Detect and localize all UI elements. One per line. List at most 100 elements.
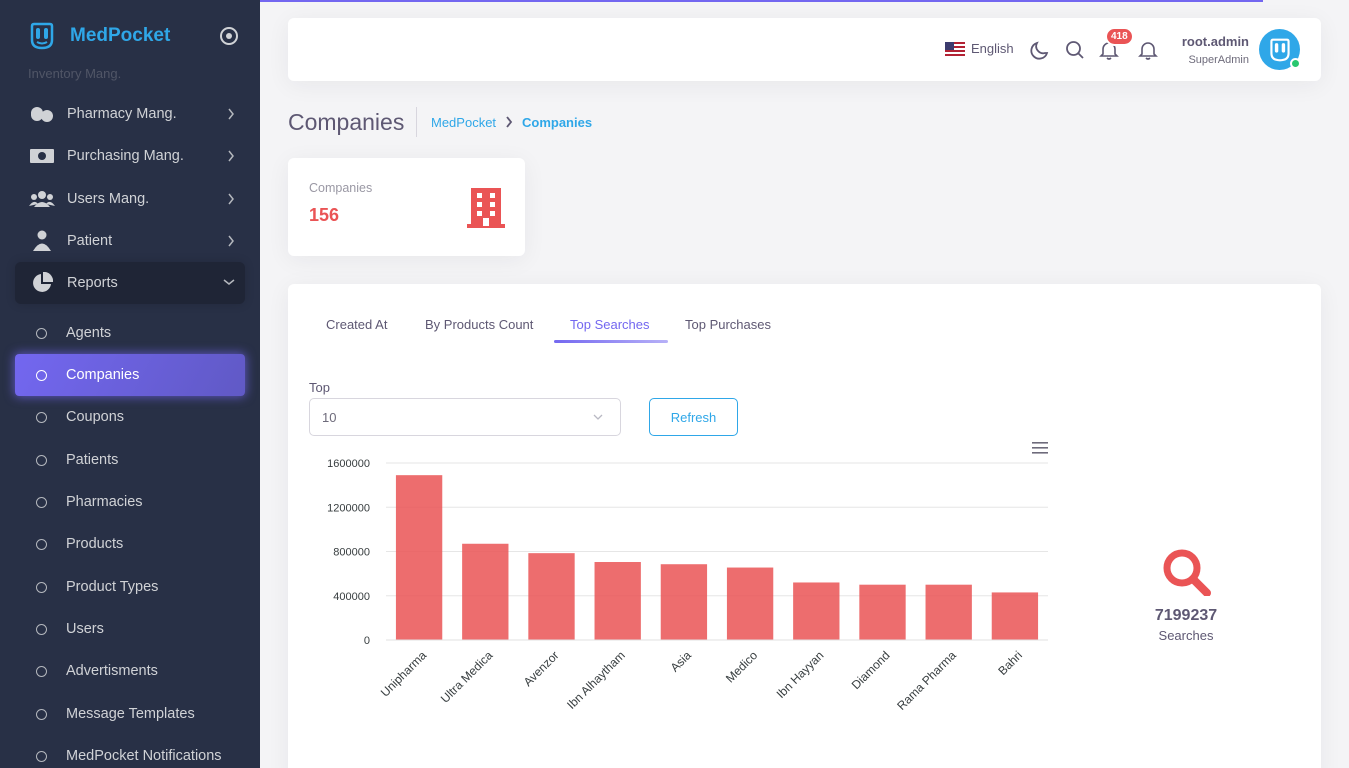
notification-badge: 418 [1105,27,1134,46]
active-tab-indicator [554,340,668,343]
bar [594,562,641,640]
y-tick-label: 400000 [333,591,370,603]
report-card: Created At By Products Count Top Searche… [288,284,1321,768]
companies-stat-card: Companies 156 [288,158,525,256]
avatar[interactable] [1259,29,1301,70]
page-title: Companies [288,109,405,135]
circle-icon [36,623,47,635]
sidebar-sub-product-types[interactable]: Product Types [15,566,245,608]
x-tick-label: Medico [723,648,760,685]
bar [462,543,509,640]
sidebar-sub-label: Pharmacies [66,494,143,510]
x-tick-label: Ultra Medica [438,648,496,706]
pills-icon [29,103,55,125]
bar [793,582,840,640]
pie-chart-icon [29,272,55,294]
chevron-right-icon [228,108,234,120]
brand[interactable]: MedPocket [28,22,170,50]
sidebar-item-label: Reports [67,275,118,291]
navbar: English 418 root.admin SuperAdmin [288,18,1321,81]
top-select[interactable]: 10 [309,398,621,436]
circle-icon [36,665,47,677]
top-searches-bar-chart: 0 400000 800000 1200000 1600000 Unipharma Ultr… [327,458,1048,713]
sidebar-sub-label: Companies [66,367,140,383]
sidebar-sub-coupons[interactable]: Coupons [15,396,245,438]
sidebar-sub-users[interactable]: Users [15,608,245,650]
user-role: SuperAdmin [1188,54,1249,66]
sidebar-sub-agents[interactable]: Agents [15,312,245,354]
patient-icon [29,230,55,252]
sidebar-sub-patients[interactable]: Patients [15,439,245,481]
search-icon[interactable] [1065,40,1085,60]
sidebar-item-reports[interactable]: Reports [15,262,245,304]
bar [859,584,906,640]
sidebar-toggle-icon[interactable] [219,26,239,46]
top-label: Top [309,380,330,395]
progress-line [260,0,1263,2]
sidebar-sub-products[interactable]: Products [15,523,245,565]
sidebar-sub-message-templates[interactable]: Message Templates [15,693,245,735]
sidebar-sub-label: Product Types [66,579,159,595]
language-switcher[interactable]: English [945,41,1014,56]
moon-icon[interactable] [1030,40,1050,60]
circle-icon [36,496,47,508]
sidebar-sub-advertisments[interactable]: Advertisments [15,650,245,692]
chevron-right-icon [506,116,513,128]
y-tick-label: 1600000 [327,458,370,470]
money-icon [29,145,55,167]
total-searches-label: Searches [1158,628,1214,643]
sidebar-item-patient[interactable]: Patient [15,220,245,262]
tab-by-products-count[interactable]: By Products Count [425,317,534,332]
x-tick-label: Bahri [995,648,1025,678]
bar [991,592,1039,640]
breadcrumb-home[interactable]: MedPocket [431,115,497,130]
total-searches-value: 7199237 [1154,607,1218,624]
sidebar-sub-companies[interactable]: Companies [15,354,245,396]
circle-icon [36,327,47,339]
medpocket-logo-icon [1269,38,1290,61]
chart-menu-icon[interactable] [1032,442,1048,454]
medpocket-logo-icon [30,22,54,50]
chevron-down-icon [593,414,603,420]
title-divider [416,107,417,137]
circle-icon [36,369,47,381]
circle-icon [36,750,47,762]
bar [395,475,443,640]
chevron-down-icon [223,279,235,285]
sidebar-item-label: Pharmacy Mang. [67,106,177,122]
circle-icon [36,538,47,550]
sidebar-sub-label: Patients [66,452,119,468]
circle-icon [36,411,47,423]
tab-top-purchases[interactable]: Top Purchases [685,317,771,332]
x-tick-label: Ibn Alhaytham [564,648,628,712]
chevron-right-icon [228,193,234,205]
user-name[interactable]: root.admin [1181,34,1249,49]
bar [528,553,575,640]
sidebar-item-label: Users Mang. [67,191,150,207]
refresh-button[interactable]: Refresh [649,398,738,436]
x-tick-label: Avenzor [521,648,562,689]
sidebar-sub-pharmacies[interactable]: Pharmacies [15,481,245,523]
sidebar-sub-label: Coupons [66,409,125,425]
chevron-right-icon [228,235,234,247]
tab-top-searches[interactable]: Top Searches [570,317,650,332]
chevron-right-icon [228,150,234,162]
y-tick-label: 800000 [333,547,370,559]
breadcrumb-current: Companies [522,115,593,130]
bell-icon[interactable] [1138,40,1158,60]
y-tick-label: 0 [364,635,370,647]
sidebar-sub-label: Agents [66,325,112,341]
sidebar-sub-label: Users [66,621,104,637]
users-icon [29,188,55,210]
sidebar-sub-notifications[interactable]: MedPocket Notifications [15,735,245,768]
tab-created-at[interactable]: Created At [326,317,388,332]
x-tick-label: Diamond [849,648,893,692]
sidebar-item-pharmacy[interactable]: Pharmacy Mang. [15,93,245,135]
sidebar-item-inventory[interactable]: Inventory Mang. [28,66,122,81]
circle-icon [36,708,47,720]
sidebar: MedPocket Inventory Mang. Pharmacy Mang.… [0,0,260,768]
online-status-dot [1290,58,1301,69]
stat-label: Companies [309,181,373,195]
sidebar-item-users-mang[interactable]: Users Mang. [15,178,245,220]
sidebar-item-purchasing[interactable]: Purchasing Mang. [15,135,245,177]
